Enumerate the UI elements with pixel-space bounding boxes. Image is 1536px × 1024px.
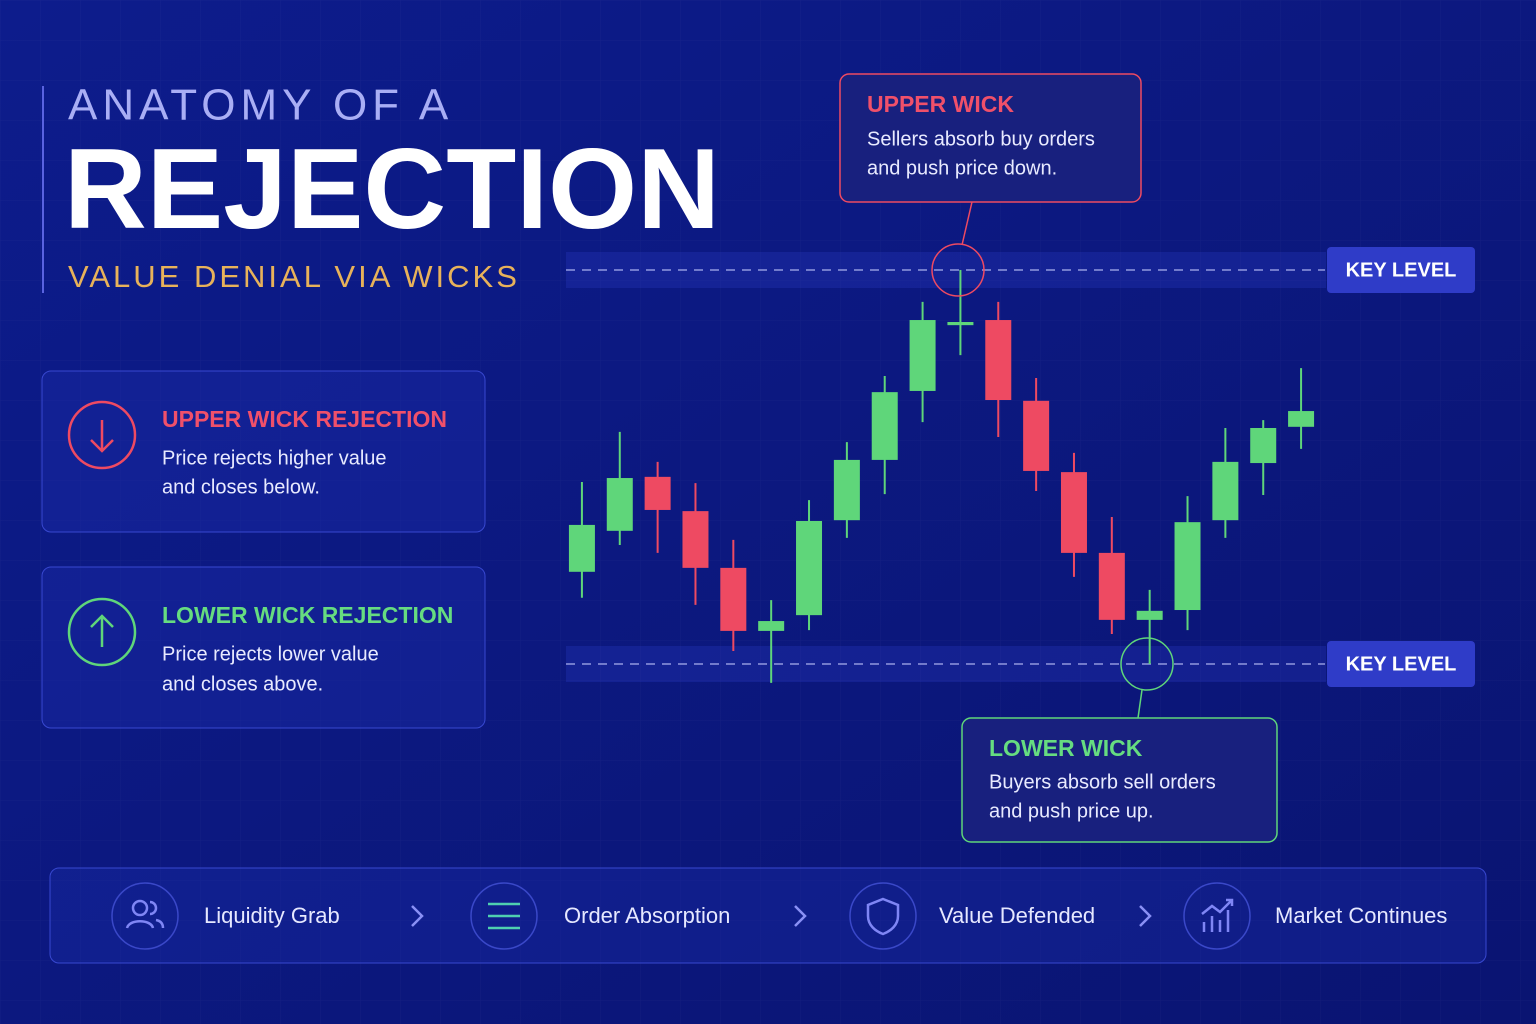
candle-body <box>569 525 595 572</box>
candle-body <box>758 621 784 631</box>
flow-step: Liquidity Grab <box>204 903 340 928</box>
candle-body <box>947 322 973 325</box>
card-text: and closes below. <box>162 476 320 498</box>
candle-body <box>834 460 860 520</box>
candle-body <box>1212 462 1238 520</box>
candle-body <box>872 392 898 460</box>
subtitle: VALUE DENIAL VIA WICKS <box>68 259 520 294</box>
card-title: LOWER WICK REJECTION <box>162 602 453 628</box>
key-level-label: KEY LEVEL <box>1346 653 1457 675</box>
callout-text: Sellers absorb buy orders <box>867 128 1095 150</box>
candle-body <box>682 511 708 568</box>
candle-body <box>1061 472 1087 553</box>
candle-body <box>985 320 1011 400</box>
candle-body <box>1288 411 1314 427</box>
candle-body <box>720 568 746 631</box>
candle-body <box>1175 522 1201 610</box>
candle-body <box>607 478 633 531</box>
card-text: Price rejects lower value <box>162 643 379 665</box>
candle-body <box>1250 428 1276 463</box>
card-text: Price rejects higher value <box>162 447 387 469</box>
callout-title: LOWER WICK <box>989 735 1143 761</box>
flow-step: Value Defended <box>939 903 1095 928</box>
candle-body <box>910 320 936 391</box>
key-level-label: KEY LEVEL <box>1346 259 1457 281</box>
card-text: and closes above. <box>162 673 323 695</box>
callout-text: and push price up. <box>989 800 1154 822</box>
flow-step: Market Continues <box>1275 903 1447 928</box>
candle-body <box>1023 401 1049 471</box>
card-title: UPPER WICK REJECTION <box>162 406 447 432</box>
title: REJECTION <box>64 126 720 253</box>
callout-text: Buyers absorb sell orders <box>989 771 1216 793</box>
callout-text: and push price down. <box>867 157 1057 179</box>
candle-body <box>1099 553 1125 620</box>
candle-body <box>1137 611 1163 620</box>
candle-body <box>645 477 671 510</box>
flow-step: Order Absorption <box>564 903 730 928</box>
callout-title: UPPER WICK <box>867 91 1014 117</box>
kicker: ANATOMY OF A <box>68 81 453 130</box>
candle-body <box>796 521 822 615</box>
